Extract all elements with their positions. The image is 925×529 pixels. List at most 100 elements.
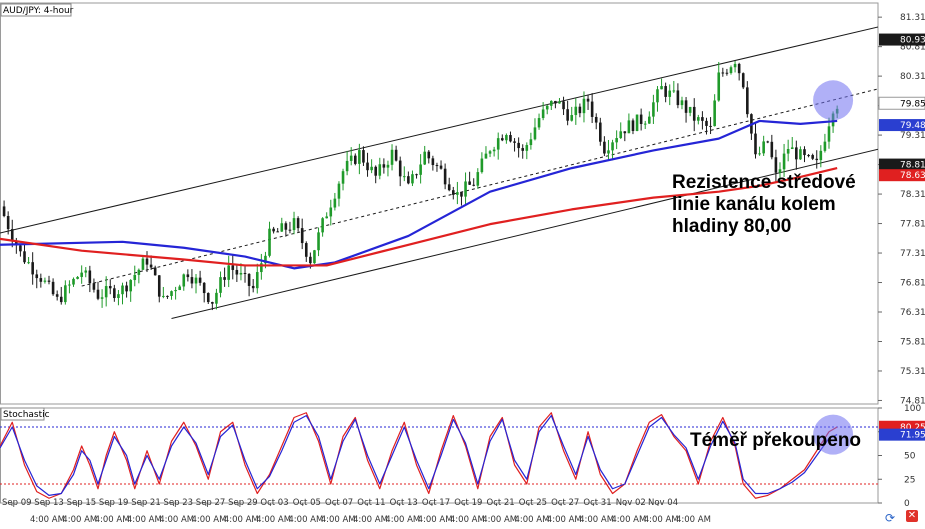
candle-body	[603, 141, 606, 154]
candle-body	[492, 149, 496, 152]
x-axis-date-label: Oct 17	[422, 498, 450, 508]
candle-body	[766, 141, 770, 143]
candle-body	[476, 172, 480, 186]
candle-body	[509, 135, 512, 142]
candle-body	[676, 90, 680, 106]
x-axis-date-label: Oct 25	[519, 498, 547, 508]
candle-body	[488, 151, 492, 154]
candle-body	[349, 155, 353, 161]
close-icon[interactable]: ✕	[906, 510, 918, 522]
candle-body	[419, 164, 422, 175]
candle-body	[117, 294, 120, 298]
candle-body	[415, 174, 418, 176]
x-axis-time-label: 4:00 AM	[224, 515, 259, 525]
x-axis-time-label: 4:00 AM	[579, 515, 614, 525]
stochastic-axis-tick-label: 50	[904, 452, 916, 462]
candle-body	[635, 114, 639, 131]
candle-body	[100, 297, 104, 299]
x-axis-date-label: Oct 11	[357, 498, 385, 508]
candle-body	[288, 229, 292, 231]
candle-body	[178, 286, 181, 291]
candle-body	[464, 181, 467, 197]
candle-body	[456, 192, 459, 195]
candle-body	[688, 106, 692, 113]
current-price-label	[879, 428, 925, 441]
candle-body	[80, 272, 83, 277]
x-axis-date-label: Sep 13	[34, 498, 64, 508]
x-axis-time-label: 4:00 AM	[353, 515, 388, 525]
candle-body	[113, 288, 116, 298]
x-axis-time-label: 4:00 AM	[676, 515, 711, 525]
candle-body	[697, 117, 700, 121]
candle-body	[358, 150, 361, 164]
candle-body	[786, 149, 790, 154]
x-axis-date-label: Oct 13	[390, 498, 418, 508]
candle-body	[35, 274, 39, 279]
candle-body	[329, 207, 333, 217]
candle-body	[182, 274, 186, 287]
price-axis-tick-label: 79.31	[900, 131, 925, 141]
candle-body	[378, 164, 382, 176]
x-axis-time-label: 4:00 AM	[256, 515, 291, 525]
candle-body	[815, 158, 819, 161]
candle-body	[76, 276, 79, 279]
candle-body	[427, 151, 431, 159]
x-axis-date-label: Sep 23	[164, 498, 194, 508]
candle-body	[660, 86, 663, 90]
candle-body	[125, 285, 128, 292]
candle-body	[562, 101, 565, 110]
stochastic-title: Stochastic	[3, 410, 50, 420]
candle-body	[215, 292, 218, 304]
candle-body	[6, 216, 10, 230]
candle-body	[713, 100, 716, 127]
candle-body	[108, 286, 112, 289]
x-axis-date-label: Nov 04	[648, 498, 678, 508]
x-axis-date-label: Sep 21	[131, 498, 161, 508]
price-axis-tick-label: 80.31	[900, 72, 925, 82]
x-axis-date-label: Sep 19	[99, 498, 129, 508]
candle-body	[717, 72, 721, 101]
stochastic-axis-tick-label: 100	[904, 404, 921, 414]
candle-body	[96, 289, 100, 299]
candle-body	[276, 231, 279, 233]
candle-body	[729, 67, 733, 74]
candle-body	[762, 141, 765, 154]
candle-body	[435, 165, 439, 167]
x-axis-date-label: Oct 27	[551, 498, 579, 508]
candle-body	[648, 116, 651, 124]
price-axis-tick-label: 75.31	[900, 367, 925, 377]
candle-body	[513, 141, 516, 143]
candle-body	[460, 192, 463, 197]
candle-body	[390, 149, 394, 165]
candle-body	[31, 262, 34, 275]
candle-body	[709, 125, 712, 127]
candle-body	[746, 87, 749, 115]
x-axis-time-label: 4:00 AM	[611, 515, 646, 525]
price-axis-tick-label: 76.81	[900, 279, 925, 289]
candle-body	[582, 98, 586, 114]
candle-body	[423, 151, 427, 165]
candle-body	[10, 229, 14, 241]
current-price-label-text: 79.85	[900, 99, 925, 109]
candle-body	[496, 138, 500, 150]
candle-body	[570, 115, 574, 121]
candle-body	[219, 277, 222, 293]
current-price-label	[878, 96, 925, 110]
candle-body	[170, 291, 173, 296]
current-price-label-text: 78.63	[900, 171, 925, 181]
candle-body	[827, 126, 831, 142]
chart-logo-icon[interactable]: ⟳	[885, 511, 896, 525]
stochastic-title-box	[0, 407, 45, 421]
x-axis-time-label: 4:00 AM	[482, 515, 517, 525]
candle-body	[19, 245, 22, 252]
candle-body	[157, 275, 161, 297]
candle-body	[468, 181, 471, 185]
candle-body	[239, 272, 243, 275]
candle-body	[701, 117, 704, 121]
candle-body	[362, 150, 365, 163]
candle-body	[529, 139, 533, 146]
price-axis-tick-label: 76.31	[900, 308, 925, 318]
candle-body	[84, 270, 88, 273]
candle-body	[656, 89, 659, 103]
